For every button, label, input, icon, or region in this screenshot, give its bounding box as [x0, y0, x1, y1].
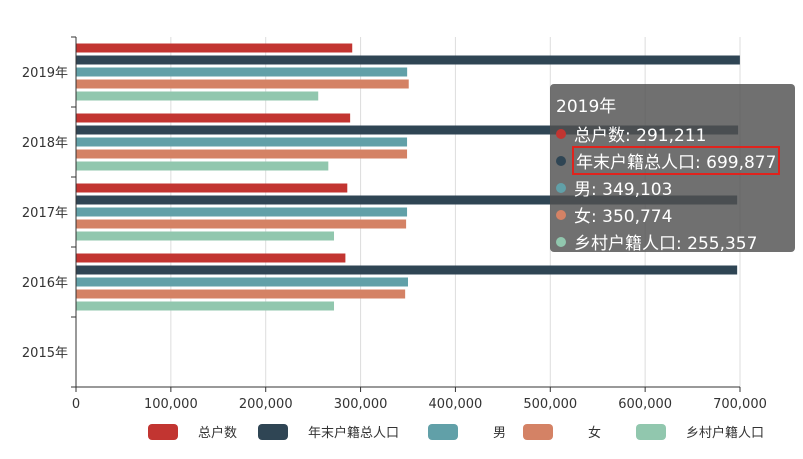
tooltip: 2019年 总户数: 291,211 年末户籍总人口: 699,877 男: 3… [550, 84, 795, 255]
bar[interactable] [76, 219, 407, 229]
tooltip-row-label: 女: 350,774 [574, 207, 673, 227]
bar[interactable] [76, 67, 408, 77]
bar[interactable] [76, 265, 738, 275]
y-tick-label: 2017年 [22, 206, 68, 221]
y-tick-label: 2018年 [22, 136, 68, 151]
legend-swatch[interactable] [148, 424, 178, 440]
x-tick-label: 0 [72, 397, 80, 412]
bar[interactable] [76, 161, 329, 171]
tooltip-row-label: 年末户籍总人口: 699,877 [571, 146, 781, 175]
bar[interactable] [76, 253, 346, 263]
legend-label[interactable]: 年末户籍总人口 [308, 425, 399, 441]
tooltip-row-label: 总户数: 291,211 [574, 126, 707, 146]
bar[interactable] [76, 149, 408, 159]
legend-swatch[interactable] [523, 424, 553, 440]
legend-swatch[interactable] [428, 424, 458, 440]
y-tick-label: 2016年 [22, 276, 68, 291]
series-dot-icon [556, 128, 566, 139]
tooltip-row: 总户数: 291,211 [556, 120, 789, 147]
legend-label[interactable]: 总户数 [198, 425, 237, 441]
x-tick-label: 600,000 [618, 397, 672, 412]
y-tick-label: 2015年 [22, 346, 68, 361]
tooltip-row: 男: 349,103 [556, 174, 789, 201]
y-tick-label: 2019年 [22, 66, 68, 81]
bar[interactable] [76, 183, 348, 193]
x-tick-label: 200,000 [239, 397, 293, 412]
legend-label[interactable]: 女 [588, 425, 601, 441]
series-dot-icon [556, 182, 566, 193]
bar[interactable] [76, 55, 740, 65]
tooltip-title: 2019年 [556, 97, 617, 117]
tooltip-row: 女: 350,774 [556, 201, 789, 228]
x-tick-label: 700,000 [713, 397, 767, 412]
tooltip-row: 年末户籍总人口: 699,877 [556, 146, 789, 175]
bar[interactable] [76, 137, 408, 147]
series-dot-icon [556, 155, 566, 166]
bar[interactable] [76, 91, 319, 101]
legend-swatch[interactable] [258, 424, 288, 440]
bar[interactable] [76, 195, 738, 205]
bar[interactable] [76, 113, 351, 123]
bar[interactable] [76, 125, 739, 135]
legend-swatch[interactable] [636, 424, 666, 440]
x-tick-label: 300,000 [334, 397, 388, 412]
bar[interactable] [76, 207, 408, 217]
tooltip-row-label: 男: 349,103 [574, 180, 673, 200]
bar[interactable] [76, 301, 335, 311]
bar[interactable] [76, 289, 406, 299]
x-tick-label: 500,000 [523, 397, 577, 412]
x-tick-label: 400,000 [429, 397, 483, 412]
series-dot-icon [556, 236, 566, 247]
series-dot-icon [556, 209, 566, 220]
legend-label[interactable]: 乡村户籍人口 [686, 425, 764, 441]
bar[interactable] [76, 79, 409, 89]
tooltip-row-label: 乡村户籍人口: 255,357 [574, 234, 758, 254]
bar[interactable] [76, 277, 408, 287]
bar[interactable] [76, 231, 335, 241]
bar[interactable] [76, 43, 353, 53]
x-tick-label: 100,000 [144, 397, 198, 412]
legend-label[interactable]: 男 [493, 426, 506, 441]
tooltip-row: 乡村户籍人口: 255,357 [556, 228, 789, 255]
